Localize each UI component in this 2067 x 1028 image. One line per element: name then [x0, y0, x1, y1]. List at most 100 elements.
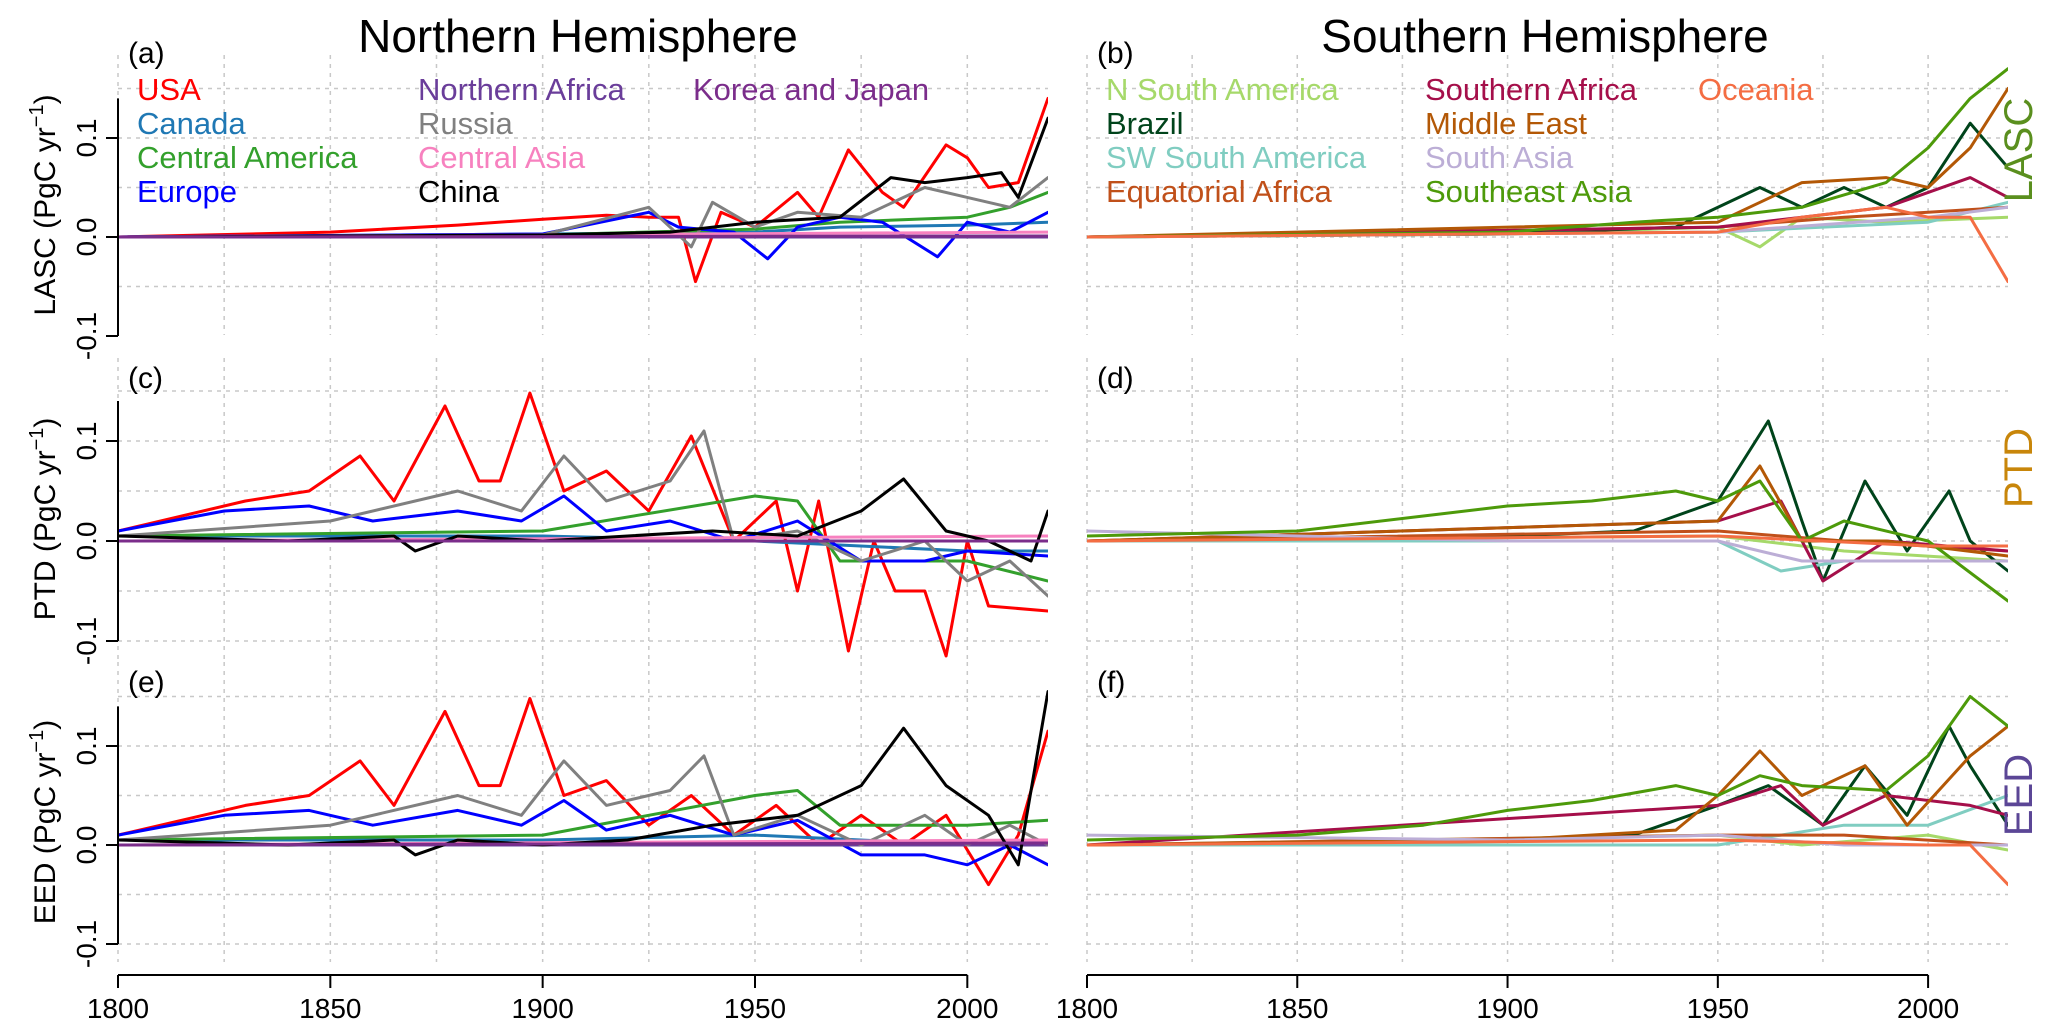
- panel-d: (d): [1086, 358, 2008, 660]
- y-tick-label: 0.0: [71, 826, 102, 865]
- legend-item-europe: Europe: [137, 174, 237, 209]
- legend-item-central-asia: Central Asia: [418, 140, 586, 175]
- series-line-sw-south-america: [1087, 539, 2008, 573]
- legend-item-korea-and-japan: Korea and Japan: [693, 72, 929, 107]
- series-group: [118, 96, 1048, 284]
- x-tick-label: 1950: [1687, 993, 1749, 1024]
- series-line-korea-and-japan: [118, 234, 1048, 239]
- y-tick-label: 0.0: [71, 522, 102, 561]
- gridlines: [1086, 55, 2008, 335]
- series-line-central-america: [118, 494, 1048, 583]
- legend-item-usa: USA: [137, 72, 201, 107]
- x-tick-label: 2000: [936, 993, 998, 1024]
- series-line-usa: [118, 96, 1048, 284]
- series-line-southeast-asia: [1087, 67, 2008, 239]
- y-axis-label: PTD (PgC yr−1): [26, 418, 62, 621]
- y-tick-label: -0.1: [71, 617, 102, 665]
- series-line-central-america: [118, 789, 1048, 842]
- x-tick-label: 1850: [1266, 993, 1328, 1024]
- series-line-brazil: [1087, 724, 2008, 847]
- series-line-russia: [118, 754, 1048, 847]
- y-axis-label: EED (PgC yr−1): [26, 720, 62, 925]
- series-line-china: [118, 116, 1048, 239]
- x-tick-label: 1900: [512, 993, 574, 1024]
- series-line-europe: [118, 494, 1048, 563]
- series-group: [1087, 419, 2008, 603]
- panel-label: (f): [1097, 666, 1125, 699]
- series-line-middle-east: [1087, 724, 2008, 847]
- y-tick-label: 0.1: [71, 727, 102, 766]
- y-tick-label: 0.1: [71, 422, 102, 461]
- x-axis: 1800 1850 1900 1950 2000: [87, 974, 998, 1024]
- x-tick-label: 1800: [87, 993, 149, 1024]
- y-axis-label-end: ): [29, 418, 62, 428]
- series-line-oceania: [1087, 205, 2008, 284]
- legend-item-n-south-america: N South America: [1106, 72, 1339, 107]
- y-axis-label-end: ): [29, 94, 62, 104]
- x-tick-label: 1850: [299, 993, 361, 1024]
- series-line-southeast-asia: [1087, 695, 2008, 842]
- legend-item-northern-africa: Northern Africa: [418, 72, 626, 107]
- series-group: [118, 690, 1048, 887]
- y-axis-label: LASC (PgC yr−1): [26, 94, 62, 315]
- y-tick-label: -0.1: [71, 920, 102, 968]
- series-line-usa: [118, 391, 1048, 658]
- x-tick-label: 1800: [1056, 993, 1118, 1024]
- legend-item-middle-east: Middle East: [1425, 106, 1587, 141]
- legend-item-canada: Canada: [137, 106, 246, 141]
- legend-item-central-america: Central America: [137, 140, 358, 175]
- series-line-brazil: [1087, 419, 2008, 583]
- legend-item-south-asia: South Asia: [1425, 140, 1574, 175]
- y-axis-label-sup: −1: [26, 428, 48, 451]
- header-north: Northern Hemisphere: [358, 10, 798, 62]
- series-line-middle-east: [1087, 87, 2008, 239]
- series-line-southeast-asia: [1087, 479, 2008, 603]
- legend-item-brazil: Brazil: [1106, 106, 1184, 141]
- x-tick-label: 1900: [1476, 993, 1538, 1024]
- series-group: [118, 391, 1048, 658]
- series-group: [1087, 67, 2008, 284]
- right-label-eed: EED: [1997, 754, 2041, 836]
- legend-item-oceania: Oceania: [1698, 72, 1814, 107]
- legend-item-sw-south-america: SW South America: [1106, 140, 1367, 175]
- y-axis-label-main: LASC (PgC yr: [29, 127, 62, 315]
- series-line-korea-and-japan: [118, 841, 1048, 847]
- series-line-southern-africa: [1087, 784, 2008, 847]
- series-line-oceania: [1087, 838, 2008, 887]
- gridlines: [1086, 358, 2008, 660]
- right-label-lasc: LASC: [1997, 98, 2041, 203]
- y-axis: -0.1 0.0 0.1 LASC (PgC yr−1): [26, 94, 119, 360]
- y-tick-label: 0.0: [71, 218, 102, 257]
- panel-f: (f) 1800 1850 1900 1950 2000: [1056, 662, 2008, 1024]
- series-line-oceania: [1087, 534, 2008, 548]
- panel-c: (c) -0.1 0.0 0.1 PTD (PgC yr−1): [26, 358, 1048, 665]
- series-group: [1087, 695, 2008, 887]
- series-line-russia: [118, 429, 1048, 598]
- gridlines: [1086, 662, 2008, 962]
- panel-a: (a) -0.1 0.0 0.1 LASC (PgC yr−1): [26, 37, 1048, 360]
- y-axis-label-main: PTD (PgC yr: [29, 450, 62, 620]
- series-line-europe: [118, 210, 1048, 261]
- y-axis: -0.1 0.0 0.1 PTD (PgC yr−1): [26, 401, 119, 665]
- panel-b: (b): [1086, 37, 2008, 335]
- y-tick-label: -0.1: [71, 312, 102, 360]
- x-tick-label: 2000: [1897, 993, 1959, 1024]
- x-tick-label: 1950: [724, 993, 786, 1024]
- series-line-europe: [118, 799, 1048, 867]
- y-axis-label-sup: −1: [26, 104, 48, 127]
- y-axis: -0.1 0.0 0.1 EED (PgC yr−1): [26, 706, 119, 968]
- y-axis-label-sup: −1: [26, 730, 48, 753]
- y-axis-label-end: ): [29, 720, 62, 730]
- header-south: Southern Hemisphere: [1321, 10, 1768, 62]
- panel-label: (d): [1097, 362, 1134, 395]
- y-tick-label: 0.1: [71, 119, 102, 158]
- panel-label: (c): [128, 362, 163, 395]
- y-axis-label-main: EED (PgC yr: [29, 753, 62, 925]
- x-axis: 1800 1850 1900 1950 2000: [1056, 974, 1959, 1024]
- legend-item-china: China: [418, 174, 500, 209]
